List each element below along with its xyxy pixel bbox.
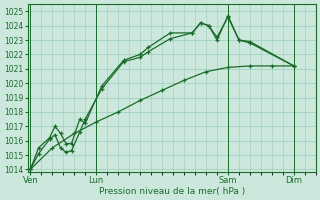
X-axis label: Pression niveau de la mer( hPa ): Pression niveau de la mer( hPa ) bbox=[99, 187, 245, 196]
